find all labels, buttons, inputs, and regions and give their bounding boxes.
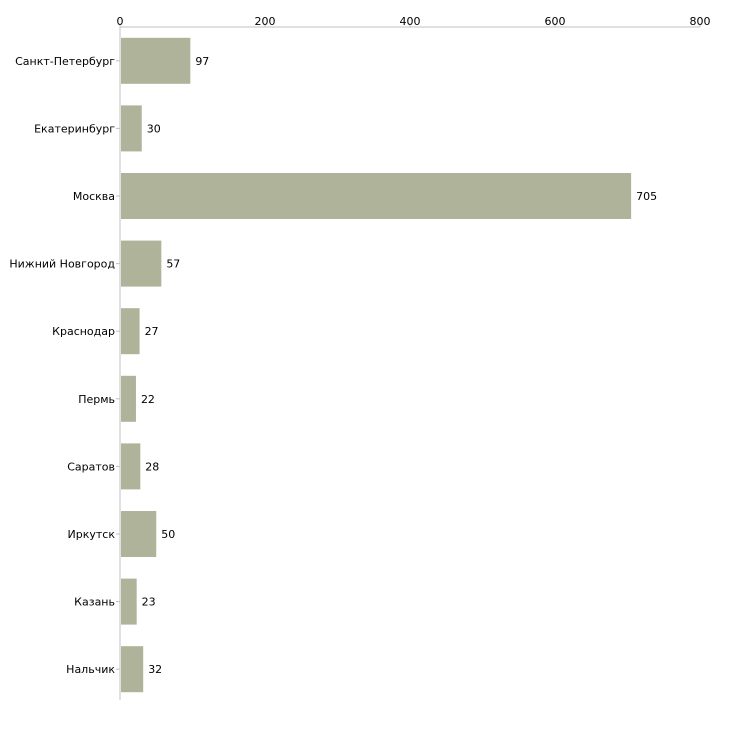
bar-4[interactable] <box>121 240 162 287</box>
bar-10[interactable] <box>121 646 144 693</box>
bar-7[interactable] <box>121 443 141 490</box>
value-label: 30 <box>147 122 161 135</box>
category-label: Саратов <box>67 460 115 473</box>
category-label: Екатеринбург <box>34 122 115 135</box>
bar-5[interactable] <box>121 308 140 355</box>
labels-layer: Санкт-Петербург 97 Екатеринбург 30 Москва 705… <box>9 55 657 676</box>
bar-9[interactable] <box>121 578 137 625</box>
value-label: 27 <box>145 325 159 338</box>
value-label: 97 <box>195 55 209 68</box>
bar-2[interactable] <box>121 105 142 152</box>
bar-8[interactable] <box>121 511 157 557</box>
value-label: 57 <box>166 258 180 271</box>
category-label: Краснодар <box>52 325 115 338</box>
category-label: Нальчик <box>66 663 115 676</box>
x-tick-label: 200 <box>255 15 276 28</box>
x-tick-label: 400 <box>400 15 421 28</box>
x-tick-label: 0 <box>117 15 124 28</box>
category-label: Нижний Новгород <box>9 258 115 271</box>
value-label: 32 <box>148 663 162 676</box>
value-label: 23 <box>142 596 156 609</box>
bar-3[interactable] <box>121 173 632 219</box>
category-label: Москва <box>73 190 115 203</box>
axis-layer: 0 200 400 600 800 <box>116 15 711 700</box>
category-label: Пермь <box>78 393 115 406</box>
value-label: 50 <box>161 528 175 541</box>
category-label: Иркутск <box>68 528 116 541</box>
value-label: 22 <box>141 393 155 406</box>
bars-layer <box>121 37 632 693</box>
x-tick-label: 600 <box>545 15 566 28</box>
value-label: 28 <box>145 460 159 473</box>
category-label: Казань <box>74 596 115 609</box>
bar-1[interactable] <box>121 37 191 84</box>
bar-6[interactable] <box>121 375 136 422</box>
value-label: 705 <box>636 190 657 203</box>
x-tick-label: 800 <box>690 15 711 28</box>
category-label: Санкт-Петербург <box>15 55 115 68</box>
